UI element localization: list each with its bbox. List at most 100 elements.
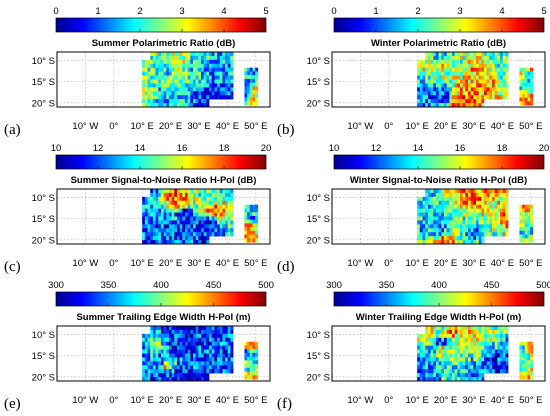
heatmap-cell xyxy=(219,220,223,225)
heatmap-cell xyxy=(419,99,423,104)
heatmap-cell xyxy=(427,55,431,61)
heatmap-cell xyxy=(225,361,229,366)
heatmap-cell xyxy=(144,224,148,229)
map-frame xyxy=(56,325,271,382)
heatmap-cell xyxy=(433,224,437,229)
heatmap-cell xyxy=(530,356,534,361)
heatmap-cell xyxy=(494,95,498,100)
heatmap-cell xyxy=(465,196,469,202)
heatmap-cell xyxy=(522,215,526,221)
heatmap-cell xyxy=(443,357,447,362)
heatmap-cell xyxy=(486,361,490,366)
heatmap-cell xyxy=(454,79,458,84)
heatmap-cell xyxy=(473,236,477,241)
map-frame xyxy=(56,188,271,245)
heatmap-cell xyxy=(478,228,482,233)
heatmap-cell xyxy=(150,369,154,374)
heatmap-cell xyxy=(201,349,204,354)
heatmap-cell xyxy=(481,95,485,100)
heatmap-cell xyxy=(478,377,482,382)
heatmap-cell xyxy=(158,63,162,69)
heatmap-cell xyxy=(244,367,248,373)
heatmap-cell xyxy=(182,91,186,96)
heatmap-cell xyxy=(198,67,202,72)
y-tick-label: 10° S xyxy=(307,330,330,341)
heatmap-cell xyxy=(184,192,188,198)
heatmap-cell xyxy=(142,216,146,221)
heatmap-cell xyxy=(155,79,159,84)
heatmap-cell xyxy=(502,333,506,339)
heatmap-cell xyxy=(467,228,471,233)
heatmap-cell xyxy=(179,337,183,343)
heatmap-cell xyxy=(255,360,259,365)
heatmap-cell xyxy=(249,238,253,243)
heatmap-cell xyxy=(255,67,259,72)
heatmap-cell xyxy=(158,329,162,335)
heatmap-cell xyxy=(192,52,196,57)
heatmap-cell xyxy=(494,52,498,57)
heatmap-cell xyxy=(249,215,253,221)
heatmap-cell xyxy=(500,71,504,76)
y-tick-label: 20° S xyxy=(32,98,55,109)
heatmap-cell xyxy=(203,189,207,194)
heatmap-cell xyxy=(489,365,493,370)
heatmap-cell xyxy=(209,353,212,358)
heatmap-cell xyxy=(201,373,204,378)
heatmap-cell xyxy=(152,52,156,57)
heatmap-cell xyxy=(206,83,210,88)
heatmap-cell xyxy=(252,371,256,376)
heatmap-cell xyxy=(467,75,471,80)
heatmap-cell xyxy=(473,95,477,100)
heatmap-cell xyxy=(481,361,485,366)
heatmap-cell xyxy=(142,349,146,354)
heatmap-cell xyxy=(465,220,469,225)
heatmap-cell xyxy=(494,220,498,225)
heatmap-cell xyxy=(492,326,496,331)
heatmap-cell xyxy=(190,67,194,72)
heatmap-cell xyxy=(417,345,421,350)
heatmap-cell xyxy=(214,365,218,370)
heatmap-cell xyxy=(422,232,426,237)
heatmap-cell xyxy=(497,79,501,84)
heatmap-cell xyxy=(441,200,445,206)
heatmap-cell xyxy=(211,79,215,84)
heatmap-cell xyxy=(433,99,437,104)
heatmap-cell xyxy=(168,212,172,217)
heatmap-cell xyxy=(217,337,221,343)
x-tick-label: 10° W xyxy=(72,258,98,269)
heatmap-cell xyxy=(244,93,248,99)
heatmap-cell xyxy=(198,333,202,339)
heatmap-cell xyxy=(476,373,479,378)
heatmap-cell xyxy=(419,59,423,65)
heatmap-cell xyxy=(158,333,162,339)
heatmap-cell xyxy=(435,326,439,331)
x-tick-label: 20° E xyxy=(434,121,457,132)
heatmap-cell xyxy=(476,59,479,65)
heatmap-cell xyxy=(481,91,485,96)
colorbar-tick-label: 300 xyxy=(48,280,64,291)
heatmap-cell xyxy=(144,365,148,370)
heatmap-cell xyxy=(219,232,223,237)
heatmap-cell xyxy=(470,240,474,245)
heatmap-cell xyxy=(255,208,259,213)
heatmap-cell xyxy=(166,216,170,221)
heatmap-cell xyxy=(462,200,466,206)
heatmap-cell xyxy=(430,83,434,88)
heatmap-cell xyxy=(417,200,421,206)
heatmap-cell xyxy=(209,326,212,331)
heatmap-cell xyxy=(427,52,431,57)
heatmap-cell xyxy=(502,220,506,225)
heatmap-cell xyxy=(163,91,167,96)
heatmap-cell xyxy=(217,353,221,358)
heatmap-cell xyxy=(176,91,180,96)
heatmap-cell xyxy=(505,365,509,370)
heatmap-cell xyxy=(219,75,223,80)
heatmap-cell xyxy=(179,365,183,370)
heatmap-cell xyxy=(227,95,231,100)
heatmap-cell xyxy=(244,208,248,213)
heatmap-cell xyxy=(527,78,531,84)
heatmap-cell xyxy=(168,189,172,194)
heatmap-cell xyxy=(481,353,485,358)
heatmap-cell xyxy=(492,63,496,69)
heatmap-cell xyxy=(176,365,180,370)
